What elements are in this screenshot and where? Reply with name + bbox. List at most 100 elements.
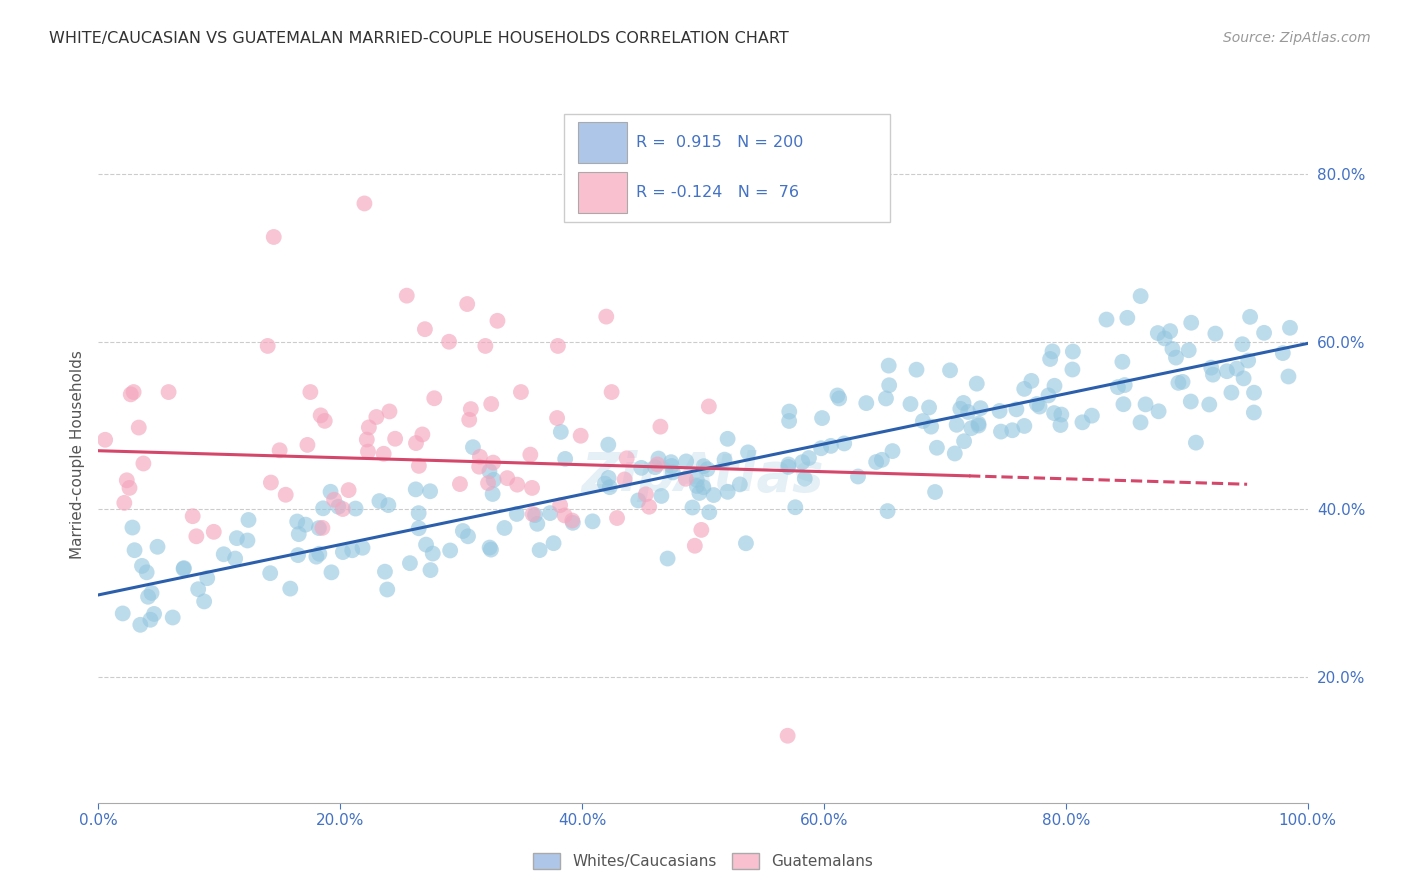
Point bbox=[357, 420, 380, 434]
Point bbox=[1001, 423, 1024, 437]
Point bbox=[967, 418, 990, 433]
Point bbox=[437, 334, 460, 349]
Point bbox=[550, 425, 572, 439]
Point bbox=[1199, 360, 1222, 375]
Point bbox=[212, 547, 235, 561]
Point bbox=[193, 594, 215, 608]
Point bbox=[309, 409, 332, 423]
Point bbox=[478, 541, 501, 555]
Point bbox=[474, 339, 496, 353]
Point bbox=[960, 421, 983, 435]
Point bbox=[1028, 400, 1050, 414]
Point bbox=[299, 385, 322, 400]
Point bbox=[920, 419, 942, 434]
Point bbox=[122, 385, 145, 400]
Point bbox=[1129, 416, 1152, 430]
Point bbox=[1159, 324, 1181, 338]
Point bbox=[1233, 371, 1256, 385]
Point bbox=[703, 488, 725, 502]
Point bbox=[647, 458, 669, 472]
Point bbox=[225, 531, 247, 545]
Point bbox=[1239, 310, 1261, 324]
Point bbox=[506, 477, 529, 491]
Point bbox=[1171, 375, 1194, 389]
Point bbox=[111, 607, 134, 621]
Point bbox=[548, 498, 571, 512]
Point bbox=[1198, 397, 1220, 411]
Point bbox=[1012, 382, 1035, 396]
Point bbox=[599, 480, 621, 494]
Point bbox=[657, 551, 679, 566]
Point bbox=[486, 314, 509, 328]
Point bbox=[598, 437, 620, 451]
Point bbox=[1243, 405, 1265, 419]
Point bbox=[1204, 326, 1226, 341]
Point bbox=[949, 401, 972, 416]
Point bbox=[506, 507, 529, 521]
Point bbox=[692, 459, 714, 474]
Point bbox=[1021, 374, 1043, 388]
Point bbox=[458, 413, 481, 427]
Point bbox=[173, 562, 195, 576]
Point bbox=[776, 729, 799, 743]
Point bbox=[332, 545, 354, 559]
Point bbox=[449, 477, 471, 491]
Point bbox=[259, 566, 281, 581]
Point bbox=[988, 404, 1011, 418]
Point bbox=[384, 432, 406, 446]
Point bbox=[1114, 378, 1136, 392]
Point bbox=[1216, 364, 1239, 378]
FancyBboxPatch shape bbox=[578, 172, 627, 213]
Point bbox=[1153, 331, 1175, 345]
Point bbox=[1071, 415, 1094, 429]
Point bbox=[481, 487, 503, 501]
Point bbox=[627, 493, 650, 508]
Point bbox=[419, 563, 441, 577]
Point bbox=[1271, 346, 1294, 360]
Point bbox=[419, 484, 441, 499]
FancyBboxPatch shape bbox=[564, 114, 890, 222]
Point bbox=[131, 558, 153, 573]
Point bbox=[323, 492, 346, 507]
Point bbox=[905, 362, 928, 376]
Point bbox=[1116, 310, 1139, 325]
Point bbox=[554, 508, 576, 523]
Point bbox=[328, 500, 350, 514]
Point bbox=[1062, 362, 1084, 376]
Point bbox=[1237, 353, 1260, 368]
Point bbox=[595, 310, 617, 324]
Point bbox=[943, 446, 966, 460]
Point bbox=[479, 542, 502, 557]
Text: R =  0.915   N = 200: R = 0.915 N = 200 bbox=[637, 135, 804, 150]
Point bbox=[314, 414, 336, 428]
Point bbox=[405, 436, 427, 450]
Text: R = -0.124   N =  76: R = -0.124 N = 76 bbox=[637, 186, 800, 200]
Point bbox=[181, 509, 204, 524]
Point bbox=[1129, 289, 1152, 303]
Point bbox=[1043, 406, 1066, 420]
Point bbox=[520, 481, 543, 495]
Point bbox=[827, 388, 849, 402]
Point bbox=[1081, 409, 1104, 423]
Point bbox=[1146, 326, 1168, 340]
Point bbox=[439, 543, 461, 558]
Point bbox=[1202, 368, 1225, 382]
Point bbox=[683, 539, 706, 553]
Point bbox=[526, 516, 548, 531]
Point bbox=[865, 455, 887, 469]
Point bbox=[1185, 435, 1208, 450]
Point bbox=[352, 541, 374, 555]
Point bbox=[675, 454, 697, 468]
Point bbox=[408, 521, 430, 535]
Point bbox=[717, 484, 740, 499]
Point bbox=[778, 459, 800, 474]
Point bbox=[675, 472, 697, 486]
Point bbox=[1025, 397, 1047, 411]
Point bbox=[263, 230, 285, 244]
Point bbox=[173, 561, 195, 575]
Point bbox=[1062, 344, 1084, 359]
Point bbox=[374, 565, 396, 579]
Point bbox=[561, 514, 583, 528]
Point bbox=[287, 527, 309, 541]
Point bbox=[846, 469, 869, 483]
